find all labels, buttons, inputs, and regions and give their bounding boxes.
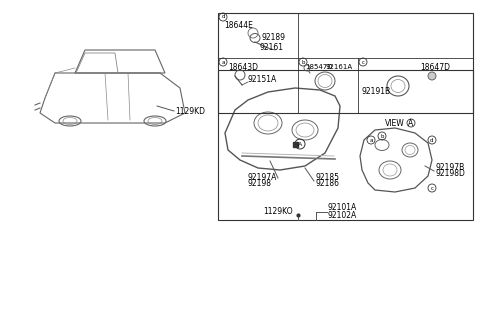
- Text: 92197B: 92197B: [435, 163, 464, 173]
- Text: VIEW: VIEW: [385, 118, 405, 128]
- Text: 92161: 92161: [260, 44, 284, 52]
- Text: 1129KD: 1129KD: [175, 107, 205, 115]
- Text: 18547D: 18547D: [305, 64, 333, 70]
- Text: A: A: [408, 118, 414, 128]
- Text: A: A: [298, 141, 302, 147]
- Text: 92102A: 92102A: [328, 211, 357, 219]
- Text: b: b: [301, 59, 305, 65]
- Text: 92101A: 92101A: [328, 203, 357, 213]
- Text: 92191B: 92191B: [362, 87, 391, 95]
- Text: d: d: [430, 137, 434, 142]
- Text: 92151A: 92151A: [248, 75, 277, 85]
- Text: a: a: [221, 59, 225, 65]
- Text: 92198D: 92198D: [435, 170, 465, 178]
- Bar: [218, 70, 473, 220]
- Text: 92186: 92186: [315, 179, 339, 189]
- Text: a: a: [369, 137, 373, 142]
- Circle shape: [428, 72, 436, 80]
- Text: 92185: 92185: [315, 174, 339, 182]
- Text: c: c: [431, 186, 433, 191]
- Text: 92189: 92189: [262, 32, 286, 42]
- Text: b: b: [380, 133, 384, 138]
- Bar: [293, 142, 298, 147]
- Text: 1129KO: 1129KO: [263, 207, 293, 215]
- Text: 18647D: 18647D: [420, 63, 450, 72]
- Text: 18643D: 18643D: [228, 64, 258, 72]
- Text: d: d: [221, 14, 225, 19]
- Bar: [218, 13, 473, 113]
- Text: 92197A: 92197A: [248, 174, 277, 182]
- Text: 92198: 92198: [248, 179, 272, 189]
- Text: 18644E: 18644E: [224, 22, 253, 31]
- Text: 92161A: 92161A: [325, 64, 352, 70]
- Text: c: c: [361, 59, 364, 65]
